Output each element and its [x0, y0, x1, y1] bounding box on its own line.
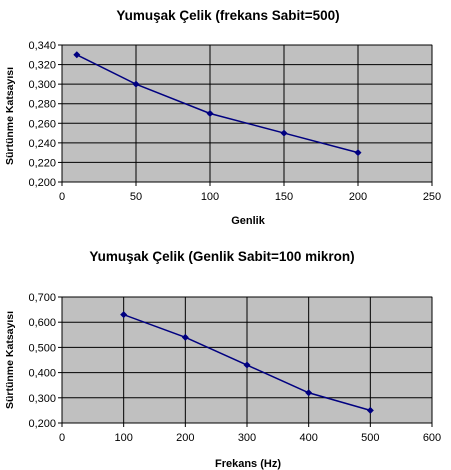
- y-tick-label: 0,220: [28, 157, 56, 169]
- x-tick-label: 200: [349, 191, 367, 203]
- y-axis-label: Sürtünme Katsayısı: [4, 67, 16, 165]
- y-tick-label: 0,260: [28, 118, 56, 130]
- data-point: [243, 361, 251, 369]
- chart-friction-vs-amplitude: Yumuşak Çelik (frekans Sabit=500) Sürtün…: [4, 8, 441, 227]
- x-tick-label: 500: [361, 432, 379, 444]
- data-point: [280, 129, 288, 137]
- data-point: [73, 51, 81, 59]
- data-point: [132, 80, 140, 88]
- x-tick-label: 50: [130, 191, 142, 203]
- data-point: [181, 333, 189, 341]
- x-tick-label: 150: [275, 191, 293, 203]
- x-tick-label: 200: [176, 432, 194, 444]
- y-tick-label: 0,300: [28, 79, 56, 91]
- x-tick-label: 0: [59, 191, 65, 203]
- y-tick-label: 0,200: [28, 418, 56, 430]
- y-tick-label: 0,200: [28, 177, 56, 189]
- data-point: [120, 311, 128, 319]
- y-axis-label: Sürtünme Katsayısı: [4, 311, 16, 409]
- data-point: [206, 110, 214, 117]
- x-tick-label: 100: [114, 432, 132, 444]
- y-tick-label: 0,280: [28, 99, 56, 111]
- x-tick-label: 600: [423, 432, 441, 444]
- data-point: [366, 406, 374, 414]
- y-tick-label: 0,240: [28, 138, 56, 150]
- chart-title: Yumuşak Çelik (frekans Sabit=500): [116, 8, 339, 23]
- data-point: [305, 389, 313, 397]
- x-axis-label: Genlik: [231, 215, 266, 227]
- y-tick-label: 0,500: [28, 342, 56, 354]
- y-tick-label: 0,700: [28, 292, 56, 304]
- x-tick-label: 400: [299, 432, 317, 444]
- x-tick-label: 300: [238, 432, 256, 444]
- y-tick-label: 0,600: [28, 317, 56, 329]
- x-axis-label: Frekans (Hz): [215, 458, 281, 470]
- y-tick-label: 0,400: [28, 368, 56, 380]
- x-tick-label: 100: [201, 191, 219, 203]
- plot-area: [61, 44, 433, 183]
- x-tick-label: 250: [423, 191, 441, 203]
- chart-title: Yumuşak Çelik (Genlik Sabit=100 mikron): [89, 249, 354, 264]
- y-tick-label: 0,300: [28, 393, 56, 405]
- y-tick-label: 0,320: [28, 60, 56, 72]
- x-tick-label: 0: [59, 432, 65, 444]
- chart-friction-vs-frequency: Yumuşak Çelik (Genlik Sabit=100 mikron) …: [4, 249, 441, 470]
- y-tick-label: 0,340: [28, 40, 56, 52]
- data-point: [354, 149, 362, 157]
